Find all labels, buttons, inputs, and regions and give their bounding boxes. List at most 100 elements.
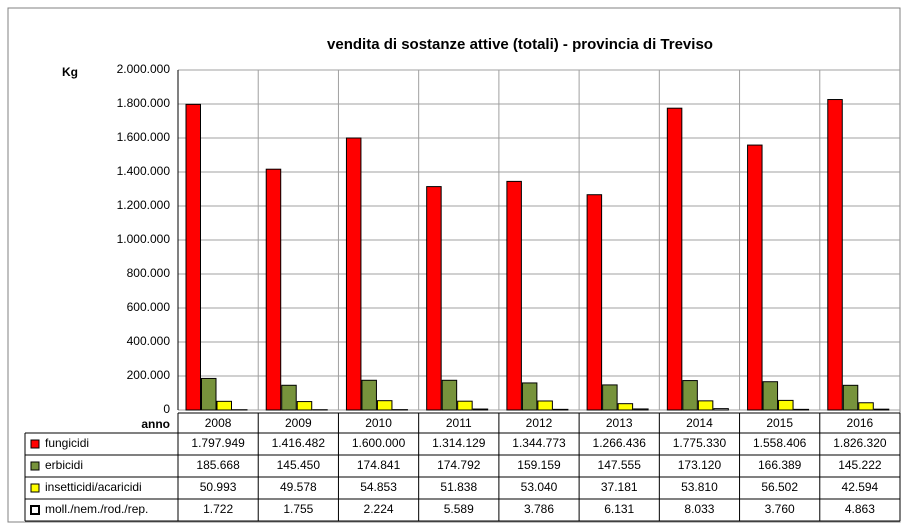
table-value: 1.416.482 [272, 436, 326, 450]
bar [602, 384, 618, 411]
table-value: 185.668 [196, 458, 240, 472]
bar [747, 144, 763, 411]
bar [281, 384, 297, 411]
bar [265, 168, 282, 411]
y-axis-label: Kg [62, 65, 78, 79]
bar [617, 403, 634, 411]
bar [296, 401, 313, 411]
table-value: 1.344.773 [512, 436, 566, 450]
legend-label: erbicidi [45, 458, 83, 472]
bar [713, 408, 729, 411]
table-value: 49.578 [280, 480, 317, 494]
bar [506, 180, 522, 411]
bar [858, 402, 874, 411]
legend-key [30, 439, 40, 449]
bar [827, 99, 843, 411]
y-tick-label: 800.000 [127, 266, 171, 280]
table-value: 166.389 [758, 458, 802, 472]
bar [682, 380, 698, 411]
y-tick-label: 1.800.000 [117, 96, 171, 110]
bar [873, 408, 890, 411]
bar [521, 382, 538, 411]
table-value: 173.120 [678, 458, 722, 472]
table-value: 3.786 [524, 502, 554, 516]
bar [185, 103, 201, 411]
table-value: 159.159 [517, 458, 561, 472]
table-value: 145.450 [277, 458, 321, 472]
bar [762, 381, 779, 411]
bar [201, 377, 217, 411]
bar [361, 379, 377, 411]
y-tick-label: 0 [163, 402, 170, 416]
x-tick-label: 2014 [686, 416, 713, 430]
bar [697, 400, 714, 411]
table-value: 1.600.000 [352, 436, 406, 450]
bar [345, 137, 362, 411]
x-tick-label: 2015 [766, 416, 793, 430]
table-value: 147.555 [598, 458, 642, 472]
bar [537, 400, 553, 411]
table-value: 4.863 [845, 502, 875, 516]
x-tick-label: 2010 [365, 416, 392, 430]
bar [216, 400, 232, 411]
y-tick-label: 600.000 [127, 300, 171, 314]
table-value: 6.131 [604, 502, 634, 516]
table-value: 56.502 [761, 480, 798, 494]
chart-title: vendita di sostanze attive (totali) - pr… [327, 36, 713, 53]
bar [586, 194, 603, 411]
y-tick-label: 1.600.000 [117, 130, 171, 144]
x-tick-label: 2009 [285, 416, 312, 430]
legend-label: moll./nem./rod./rep. [45, 502, 148, 516]
y-tick-label: 1.000.000 [117, 232, 171, 246]
table-value: 51.838 [440, 480, 477, 494]
legend-label: insetticidi/acaricidi [45, 480, 142, 494]
x-tick-label: 2012 [526, 416, 553, 430]
table-value: 8.033 [684, 502, 714, 516]
x-tick-label: 2008 [205, 416, 232, 430]
y-tick-label: 1.200.000 [117, 198, 171, 212]
x-tick-label: 2011 [446, 416, 472, 430]
table-value: 145.222 [838, 458, 882, 472]
legend-key [30, 483, 40, 493]
table-value: 174.792 [437, 458, 481, 472]
x-tick-label: 2016 [847, 416, 874, 430]
table-value: 53.040 [521, 480, 558, 494]
table-value: 54.853 [360, 480, 397, 494]
table-value: 1.755 [283, 502, 313, 516]
bar [376, 400, 393, 411]
table-value: 37.181 [601, 480, 638, 494]
table-value: 1.558.406 [753, 436, 807, 450]
bar [666, 107, 683, 411]
bar [633, 408, 649, 411]
x-tick-label: 2013 [606, 416, 633, 430]
table-value: 5.589 [444, 502, 474, 516]
y-tick-label: 400.000 [127, 334, 171, 348]
legend-key [30, 461, 40, 471]
table-value: 2.224 [364, 502, 394, 516]
y-tick-label: 200.000 [127, 368, 171, 382]
bar [552, 408, 569, 411]
bar [426, 186, 442, 411]
table-value: 50.993 [200, 480, 237, 494]
x-axis-label: anno [141, 417, 170, 431]
bar [842, 384, 859, 411]
bar [472, 408, 489, 411]
table-value: 1.775.330 [673, 436, 727, 450]
y-tick-label: 1.400.000 [117, 164, 171, 178]
bar [778, 399, 794, 411]
table-value: 42.594 [842, 480, 879, 494]
legend-key [30, 505, 40, 515]
table-value: 53.810 [681, 480, 718, 494]
table-value: 1.314.129 [432, 436, 486, 450]
table-value: 1.797.949 [191, 436, 245, 450]
bar [793, 408, 810, 411]
table-value: 1.722 [203, 502, 233, 516]
legend-label: fungicidi [45, 436, 89, 450]
bar [457, 400, 473, 411]
table-value: 1.826.320 [833, 436, 887, 450]
table-value: 1.266.436 [593, 436, 647, 450]
table-value: 174.841 [357, 458, 401, 472]
bar [441, 379, 458, 411]
y-tick-label: 2.000.000 [117, 62, 171, 76]
